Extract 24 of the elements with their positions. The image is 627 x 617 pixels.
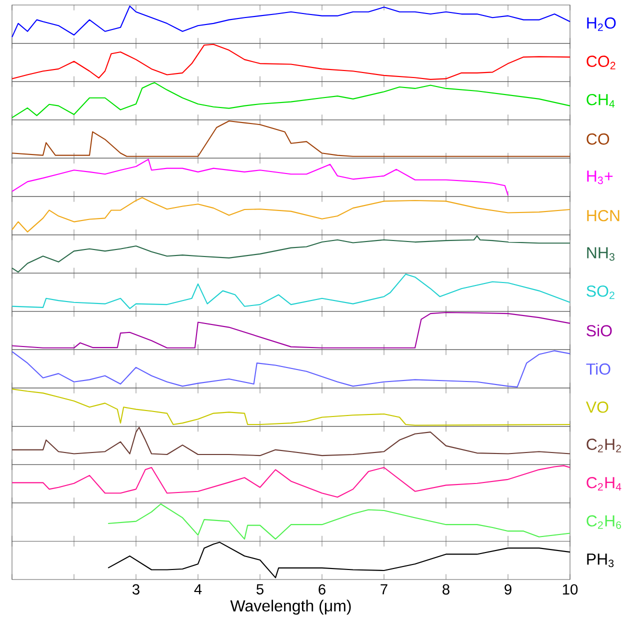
series-label: SiO: [586, 324, 612, 336]
text: H$_{3}$+: [587, 170, 613, 184]
x-tick-label: 7: [380, 584, 388, 594]
x-tick-label: 3: [132, 584, 140, 595]
series-label: SO$_{2}$: [586, 285, 614, 300]
x-axis-title: Wavelength (μm): [230, 600, 351, 615]
series-label: C$_{2}$H$_{4}$: [586, 476, 622, 491]
series-label: C$_{2}$H$_{6}$: [586, 515, 622, 529]
series-label: C$_{2}$H$_{2}$: [586, 438, 621, 452]
x-tick-label: 5: [256, 584, 264, 594]
x-tick-label: 10: [562, 584, 578, 595]
x-tick-label: 6: [318, 584, 326, 595]
x-tick-label: 4: [194, 584, 202, 594]
series-label: CO: [586, 133, 610, 145]
x-tick-label: 8: [442, 584, 450, 595]
series-label: H$_{2}$O: [587, 17, 616, 31]
series-label: NH$_{3}$: [587, 247, 614, 261]
x-tick-label: 9: [504, 584, 512, 595]
series-label: CO$_{2}$: [586, 56, 616, 70]
series-label: HCN: [587, 210, 620, 222]
series-label: PH$_{3}$: [587, 554, 614, 568]
series-label: TiO: [586, 362, 610, 375]
series-label: VO: [586, 401, 608, 413]
series-label: CH$_{4}$: [586, 94, 615, 108]
